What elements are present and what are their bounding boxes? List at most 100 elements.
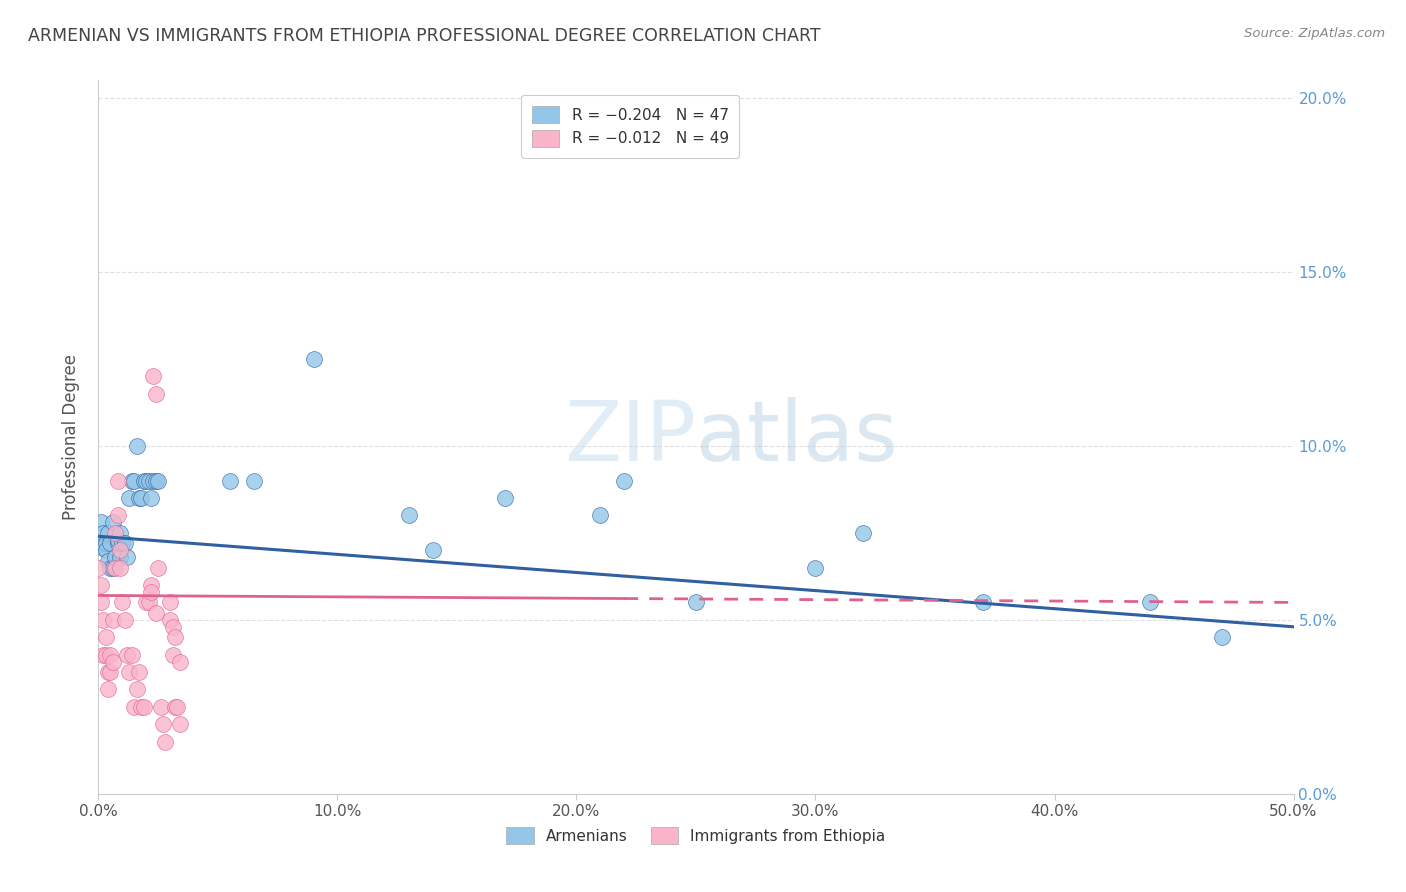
Point (131, 491, 153, 505)
Point (90, 540, 112, 554)
Point (398, 508, 420, 523)
Point (148, 474, 170, 488)
Point (91, 525, 114, 540)
Point (114, 536, 136, 550)
Point (91, 648, 114, 662)
Point (149, 699, 172, 714)
Point (114, 613, 136, 627)
Point (142, 474, 165, 488)
Point (107, 508, 129, 523)
Point (163, 699, 186, 714)
Point (108, 560, 131, 574)
Point (111, 595, 134, 609)
Point (124, 474, 146, 488)
Point (90, 595, 112, 609)
Point (145, 606, 167, 620)
Point (98, 665, 122, 679)
Point (243, 474, 266, 488)
Point (152, 717, 174, 731)
Point (139, 578, 162, 592)
Text: ZIP: ZIP (564, 397, 696, 477)
Point (97, 554, 120, 568)
Point (169, 717, 191, 731)
Point (138, 595, 160, 609)
Point (90, 578, 112, 592)
Point (101, 560, 124, 574)
Text: atlas: atlas (696, 397, 897, 477)
Point (589, 508, 612, 523)
Point (108, 543, 131, 558)
Text: Source: ZipAtlas.com: Source: ZipAtlas.com (1244, 27, 1385, 40)
Point (115, 648, 138, 662)
Point (98, 560, 122, 574)
Point (108, 525, 131, 540)
Point (125, 439, 148, 453)
Point (91, 613, 114, 627)
Point (94, 648, 117, 662)
Point (111, 536, 134, 550)
Point (101, 516, 124, 530)
Point (104, 525, 127, 540)
Point (124, 699, 146, 714)
Point (494, 491, 516, 505)
Point (118, 665, 141, 679)
Point (125, 682, 148, 697)
Point (139, 491, 162, 505)
Point (852, 525, 875, 540)
Point (107, 536, 129, 550)
Point (118, 491, 141, 505)
Point (131, 699, 153, 714)
Point (135, 595, 157, 609)
Point (101, 613, 124, 627)
Point (163, 630, 186, 644)
Point (804, 560, 827, 574)
Point (1211, 630, 1233, 644)
Point (121, 648, 143, 662)
Point (104, 550, 127, 565)
Point (87, 560, 110, 574)
Point (94, 630, 117, 644)
Point (162, 648, 184, 662)
Point (97, 682, 120, 697)
Point (128, 665, 150, 679)
Point (972, 595, 994, 609)
Point (162, 620, 184, 634)
Point (107, 474, 129, 488)
Point (138, 474, 160, 488)
Point (108, 550, 131, 565)
Point (97, 665, 120, 679)
Point (94, 536, 117, 550)
Point (145, 474, 167, 488)
Point (132, 474, 155, 488)
Legend: Armenians, Immigrants from Ethiopia: Armenians, Immigrants from Ethiopia (501, 821, 891, 850)
Point (91, 536, 114, 550)
Point (219, 474, 242, 488)
Point (155, 734, 177, 748)
Point (97, 525, 120, 540)
Point (115, 550, 138, 565)
Point (169, 655, 191, 669)
Point (1139, 595, 1161, 609)
Point (422, 543, 444, 558)
Point (132, 699, 155, 714)
Point (302, 351, 325, 366)
Point (94, 543, 117, 558)
Point (159, 613, 181, 627)
Point (159, 595, 181, 609)
Text: ARMENIAN VS IMMIGRANTS FROM ETHIOPIA PROFESSIONAL DEGREE CORRELATION CHART: ARMENIAN VS IMMIGRANTS FROM ETHIOPIA PRO… (28, 27, 821, 45)
Point (135, 474, 157, 488)
Point (145, 386, 167, 401)
Point (142, 369, 165, 384)
Point (104, 560, 127, 574)
Point (101, 655, 124, 669)
Point (166, 699, 188, 714)
Point (98, 648, 122, 662)
Point (107, 533, 129, 547)
Point (121, 474, 143, 488)
Point (685, 595, 707, 609)
Point (613, 474, 636, 488)
Point (128, 491, 150, 505)
Point (139, 585, 162, 599)
Point (148, 560, 170, 574)
Y-axis label: Professional Degree: Professional Degree (62, 354, 80, 520)
